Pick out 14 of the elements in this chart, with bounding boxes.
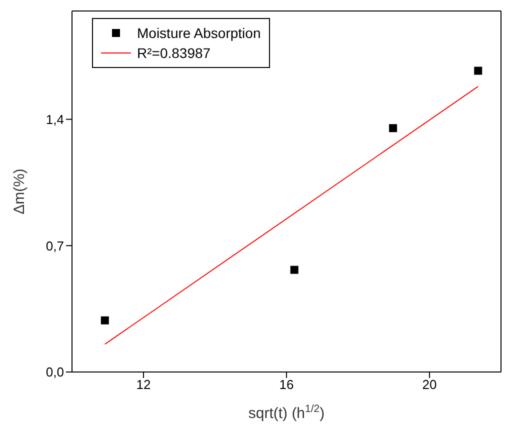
x-tick-label: 16 bbox=[279, 377, 294, 392]
x-tick-label: 20 bbox=[422, 377, 437, 392]
point bbox=[474, 66, 482, 75]
y-tick-label: 1,4 bbox=[46, 112, 64, 127]
legend-label: R²=0.83987 bbox=[137, 45, 211, 61]
y-tick-label: 0,7 bbox=[46, 238, 64, 254]
y-axis-title: Δm(%) bbox=[11, 168, 28, 214]
point bbox=[389, 124, 398, 132]
x-tick-label: 12 bbox=[136, 377, 151, 392]
x-axis-title: sqrt(t) (h$^{1/2}$) bbox=[248, 403, 325, 422]
legend-label: Moisture Absorption bbox=[137, 25, 261, 41]
point bbox=[100, 316, 109, 324]
point bbox=[290, 266, 298, 274]
y-tick-label: 0,0 bbox=[46, 364, 64, 380]
